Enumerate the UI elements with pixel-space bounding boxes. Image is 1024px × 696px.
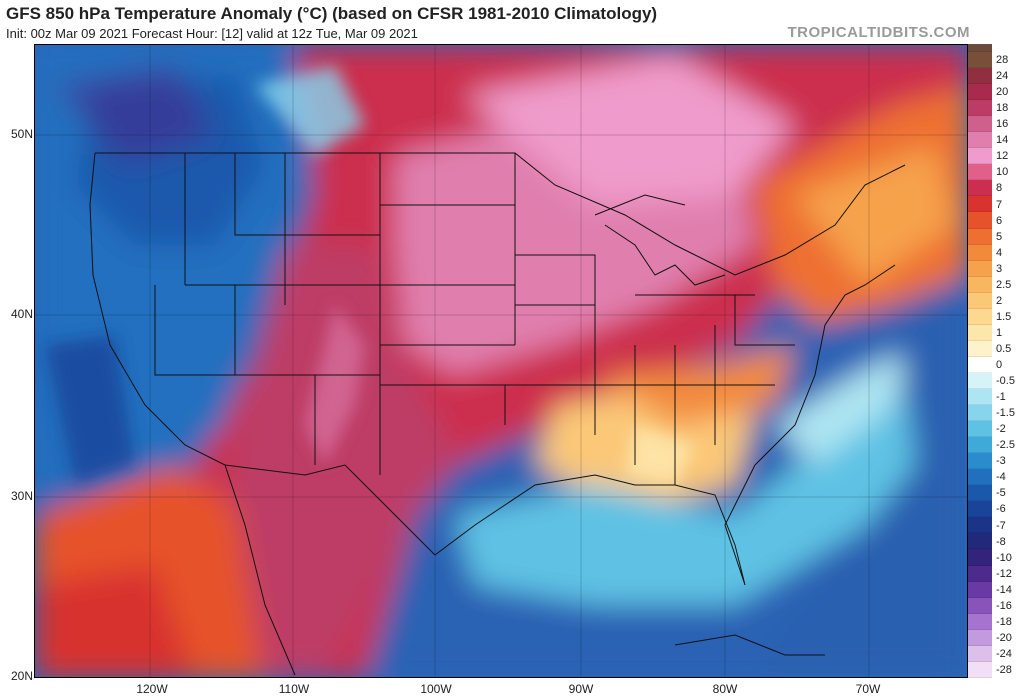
colorbar-swatch [968, 132, 992, 149]
colorbar-label: 28 [996, 54, 1009, 67]
colorbar-swatch [968, 276, 992, 293]
lon-label-120w: 120W [136, 682, 168, 696]
colorbar-label: -14 [996, 583, 1012, 596]
colorbar-label: -6 [996, 503, 1006, 516]
colorbar-label: 10 [996, 166, 1009, 179]
colorbar-label: 2.5 [996, 278, 1012, 291]
colorbar-swatch [968, 68, 992, 85]
lon-label-70w: 70W [855, 682, 881, 696]
map-canvas [35, 45, 967, 677]
colorbar-label: 0.5 [996, 342, 1012, 355]
colorbar-swatch [968, 116, 992, 133]
colorbar-label: 4 [996, 246, 1003, 259]
colorbar-swatch [968, 389, 992, 406]
colorbar-swatch [968, 549, 992, 566]
graticule [35, 45, 967, 677]
colorbar-swatch [968, 164, 992, 181]
colorbar-label: -3 [996, 455, 1006, 468]
colorbar-label: -5 [996, 487, 1006, 500]
colorbar-swatch [968, 324, 992, 341]
colorbar-swatch [968, 661, 992, 678]
lon-label-90w: 90W [568, 682, 594, 696]
colorbar-label: 1 [996, 326, 1003, 339]
colorbar-swatch [968, 469, 992, 486]
colorbar-swatch [968, 356, 992, 373]
colorbar-label: -7 [996, 519, 1006, 532]
colorbar-label: 2 [996, 294, 1003, 307]
colorbar-swatch [968, 340, 992, 357]
colorbar-label: 24 [996, 70, 1009, 83]
colorbar-swatch [968, 453, 992, 470]
colorbar [968, 44, 992, 678]
colorbar-label: -4 [996, 471, 1006, 484]
colorbar-swatch [968, 501, 992, 518]
anomaly-map [34, 44, 968, 678]
lon-label-110w: 110W [278, 682, 310, 696]
colorbar-swatch [968, 581, 992, 598]
colorbar-swatch [968, 613, 992, 630]
lat-label-40n: 40N [10, 307, 33, 321]
colorbar-swatch [968, 100, 992, 117]
colorbar-swatch [968, 308, 992, 325]
colorbar-label: 12 [996, 150, 1009, 163]
colorbar-label: -1 [996, 391, 1006, 404]
colorbar-swatch [968, 52, 992, 69]
colorbar-label: -16 [996, 599, 1012, 612]
colorbar-label: 20 [996, 86, 1009, 99]
colorbar-swatch [968, 260, 992, 277]
map-title: GFS 850 hPa Temperature Anomaly (°C) (ba… [6, 4, 658, 23]
lat-label-50n: 50N [10, 127, 33, 141]
colorbar-swatch [968, 180, 992, 197]
map-subtitle: Init: 00z Mar 09 2021 Forecast Hour: [12… [6, 26, 418, 41]
colorbar-swatch [968, 84, 992, 101]
colorbar-swatch [968, 148, 992, 165]
colorbar-label: -20 [996, 631, 1012, 644]
colorbar-label: -12 [996, 567, 1012, 580]
colorbar-label: -0.5 [996, 375, 1015, 388]
colorbar-swatch [968, 517, 992, 534]
colorbar-label: 8 [996, 182, 1003, 195]
lon-label-100w: 100W [420, 682, 452, 696]
colorbar-label: 6 [996, 214, 1003, 227]
colorbar-swatch [968, 405, 992, 422]
colorbar-swatch [968, 196, 992, 213]
colorbar-label: -1.5 [996, 407, 1015, 420]
colorbar-swatch [968, 372, 992, 389]
colorbar-swatch [968, 437, 992, 454]
colorbar-swatch [968, 421, 992, 438]
political-boundaries [89, 152, 906, 676]
colorbar-labels: 28 24 20 18 16 14 12 10 8 7 6 5 4 3 2.5 2 1.5 1 0.5 0 -0.5 -1… [992, 44, 1024, 678]
colorbar-label: -2.5 [996, 439, 1015, 452]
colorbar-label: -8 [996, 535, 1006, 548]
colorbar-swatch [968, 212, 992, 229]
colorbar-label: 5 [996, 230, 1003, 243]
colorbar-swatch [968, 485, 992, 502]
colorbar-label: 7 [996, 198, 1003, 211]
colorbar-swatch [968, 292, 992, 309]
colorbar-swatch [968, 629, 992, 646]
colorbar-label: 14 [996, 134, 1009, 147]
colorbar-label: 16 [996, 118, 1009, 131]
lon-label-80w: 80W [712, 682, 738, 696]
colorbar-swatch [968, 597, 992, 614]
colorbar-cap [968, 44, 992, 53]
colorbar-swatch [968, 244, 992, 261]
colorbar-label: -18 [996, 615, 1012, 628]
colorbar-label: 3 [996, 262, 1003, 275]
lat-label-30n: 30N [10, 489, 33, 503]
colorbar-swatch [968, 565, 992, 582]
colorbar-label: 0 [996, 359, 1003, 371]
colorbar-label: 18 [996, 102, 1009, 115]
colorbar-label: -28 [996, 663, 1012, 676]
lat-label-20n: 20N [10, 669, 33, 683]
colorbar-label: -2 [996, 423, 1006, 436]
colorbar-swatch [968, 533, 992, 550]
colorbar-label: -10 [996, 551, 1012, 564]
colorbar-swatch [968, 645, 992, 662]
brand-watermark: TROPICALTIDBITS.COM [787, 24, 970, 41]
colorbar-label: -24 [996, 647, 1012, 660]
colorbar-label: 1.5 [996, 310, 1012, 323]
colorbar-swatch [968, 228, 992, 245]
